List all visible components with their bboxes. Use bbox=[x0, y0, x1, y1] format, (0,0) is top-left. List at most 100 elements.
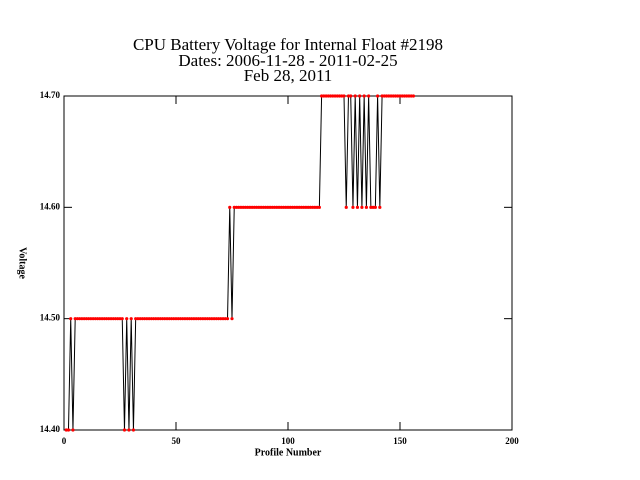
voltage-point bbox=[176, 317, 180, 321]
voltage-point bbox=[160, 317, 165, 321]
voltage-point bbox=[342, 94, 346, 98]
voltage-point bbox=[205, 317, 209, 321]
voltage-point bbox=[387, 94, 391, 98]
voltage-point bbox=[367, 94, 371, 98]
y-tick-label: 14.70 bbox=[40, 90, 61, 100]
voltage-point bbox=[306, 205, 310, 209]
voltage-point bbox=[136, 317, 140, 321]
voltage-point bbox=[118, 317, 122, 321]
voltage-point bbox=[221, 317, 225, 321]
voltage-point bbox=[138, 317, 142, 321]
voltage-point bbox=[346, 94, 351, 98]
voltage-point bbox=[411, 94, 416, 98]
x-tick-label: 50 bbox=[172, 436, 182, 446]
voltage-point bbox=[78, 317, 82, 321]
voltage-point bbox=[355, 205, 360, 209]
voltage-point bbox=[185, 317, 189, 321]
voltage-point bbox=[143, 317, 147, 321]
chart-title: CPU Battery Voltage for Internal Float #… bbox=[133, 35, 443, 54]
voltage-point bbox=[398, 94, 402, 98]
voltage-point bbox=[311, 205, 315, 209]
voltage-point bbox=[208, 317, 212, 321]
voltage-point bbox=[246, 205, 250, 209]
voltage-point bbox=[288, 205, 292, 209]
voltage-point bbox=[284, 205, 288, 209]
voltage-point bbox=[384, 94, 389, 98]
voltage-point bbox=[391, 94, 395, 98]
voltage-point bbox=[149, 317, 153, 321]
voltage-point bbox=[102, 317, 106, 321]
voltage-point bbox=[261, 205, 265, 209]
voltage-point bbox=[320, 94, 324, 98]
voltage-point bbox=[239, 205, 243, 209]
voltage-point bbox=[255, 205, 259, 209]
voltage-point bbox=[98, 317, 102, 321]
voltage-point bbox=[225, 317, 230, 321]
voltage-point bbox=[393, 94, 398, 98]
voltage-point bbox=[219, 317, 223, 321]
voltage-point bbox=[104, 317, 109, 321]
voltage-point bbox=[212, 317, 216, 321]
voltage-point bbox=[75, 317, 80, 321]
voltage-point bbox=[174, 317, 178, 321]
voltage-point bbox=[272, 205, 277, 209]
voltage-point bbox=[340, 94, 344, 98]
voltage-point bbox=[93, 317, 97, 321]
voltage-point bbox=[194, 317, 198, 321]
voltage-point bbox=[241, 205, 245, 209]
voltage-point bbox=[257, 205, 261, 209]
voltage-point bbox=[187, 317, 192, 321]
voltage-point bbox=[145, 317, 149, 321]
voltage-point bbox=[147, 317, 151, 321]
chart-date: Feb 28, 2011 bbox=[244, 66, 333, 85]
voltage-point bbox=[120, 317, 124, 321]
voltage-point bbox=[129, 317, 133, 321]
voltage-point bbox=[122, 428, 127, 432]
voltage-point bbox=[324, 94, 328, 98]
voltage-point bbox=[315, 205, 319, 209]
voltage-point bbox=[82, 317, 86, 321]
voltage-point bbox=[243, 205, 248, 209]
voltage-point bbox=[190, 317, 194, 321]
voltage-point bbox=[109, 317, 113, 321]
voltage-point bbox=[264, 205, 268, 209]
voltage-point bbox=[252, 205, 256, 209]
voltage-point bbox=[228, 205, 232, 209]
voltage-point bbox=[116, 317, 120, 321]
voltage-point bbox=[317, 205, 321, 209]
voltage-point bbox=[131, 428, 136, 432]
voltage-point bbox=[400, 94, 404, 98]
voltage-point bbox=[89, 317, 93, 321]
voltage-point bbox=[333, 94, 337, 98]
y-tick-label: 14.60 bbox=[40, 201, 61, 211]
voltage-point bbox=[183, 317, 187, 321]
voltage-point bbox=[216, 317, 221, 321]
voltage-point bbox=[279, 205, 283, 209]
chart-subtitle: Dates: 2006-11-28 - 2011-02-25 bbox=[178, 51, 397, 70]
voltage-point bbox=[373, 205, 377, 209]
voltage-point bbox=[178, 317, 183, 321]
voltage-point bbox=[100, 317, 104, 321]
voltage-point bbox=[111, 317, 115, 321]
voltage-point bbox=[295, 205, 299, 209]
voltage-point bbox=[203, 317, 207, 321]
voltage-point bbox=[201, 317, 205, 321]
voltage-point bbox=[293, 205, 297, 209]
plot-frame bbox=[63, 95, 513, 431]
voltage-point bbox=[66, 428, 71, 432]
voltage-point bbox=[297, 205, 301, 209]
voltage-point bbox=[353, 94, 357, 98]
voltage-point bbox=[71, 428, 75, 432]
voltage-point bbox=[154, 317, 158, 321]
voltage-point bbox=[199, 317, 203, 321]
voltage-point bbox=[349, 94, 353, 98]
voltage-point bbox=[371, 205, 375, 209]
voltage-point bbox=[313, 205, 317, 209]
voltage-point bbox=[234, 205, 239, 209]
voltage-point bbox=[158, 317, 162, 321]
x-tick-label: 100 bbox=[281, 436, 295, 446]
voltage-point bbox=[405, 94, 409, 98]
voltage-point bbox=[163, 317, 167, 321]
